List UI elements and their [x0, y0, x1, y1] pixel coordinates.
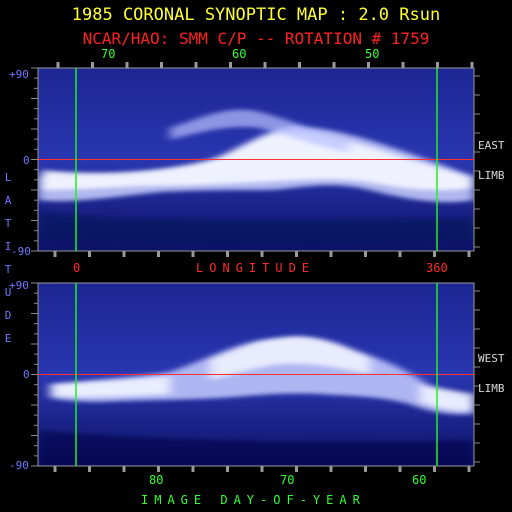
- longitude-tick-360: 360: [426, 261, 448, 275]
- figure-subtitle: NCAR/HAO: SMM C/P -- ROTATION # 1759: [82, 29, 430, 48]
- top-lat-tick-minus90: -90: [11, 245, 31, 258]
- west-corona-streamer: [38, 336, 474, 466]
- bottom-lat-tick-0: 0: [23, 368, 30, 381]
- bottom-day-tick-70: 70: [280, 473, 295, 487]
- bottom-day-tick-60: 60: [412, 473, 427, 487]
- latitude-letter: D: [4, 309, 12, 322]
- latitude-letter: T: [4, 217, 12, 230]
- latitude-letter: U: [4, 286, 12, 299]
- bottom-day-tick-80: 80: [149, 473, 164, 487]
- east-limb-label: LIMB: [478, 169, 505, 182]
- bottom-lat-tick-minus90: -90: [9, 459, 29, 472]
- west-limb-label: LIMB: [478, 382, 505, 395]
- east-label: EAST: [478, 139, 505, 152]
- day-axis-label: IMAGE DAY-OF-YEAR: [141, 493, 366, 507]
- east-corona-streamer: [38, 109, 474, 244]
- top-lat-tick-plus90: +90: [9, 68, 29, 81]
- longitude-tick-0: 0: [73, 261, 81, 275]
- latitude-letter: I: [4, 240, 12, 253]
- latitude-letter: T: [4, 263, 12, 276]
- latitude-letter: L: [4, 171, 12, 184]
- top-day-tick-60: 60: [232, 47, 247, 61]
- axes-and-lines: [31, 62, 480, 472]
- longitude-axis-label: LONGITUDE: [196, 261, 316, 275]
- bottom-lat-tick-plus90: +90: [9, 279, 29, 292]
- figure-title: 1985 CORONAL SYNOPTIC MAP : 2.0 Rsun: [71, 5, 441, 25]
- latitude-letter: A: [4, 194, 12, 207]
- west-label: WEST: [478, 352, 505, 365]
- latitude-letter: E: [4, 332, 12, 345]
- top-lat-tick-0: 0: [23, 154, 30, 167]
- top-day-tick-70: 70: [101, 47, 116, 61]
- top-day-tick-50: 50: [365, 47, 380, 61]
